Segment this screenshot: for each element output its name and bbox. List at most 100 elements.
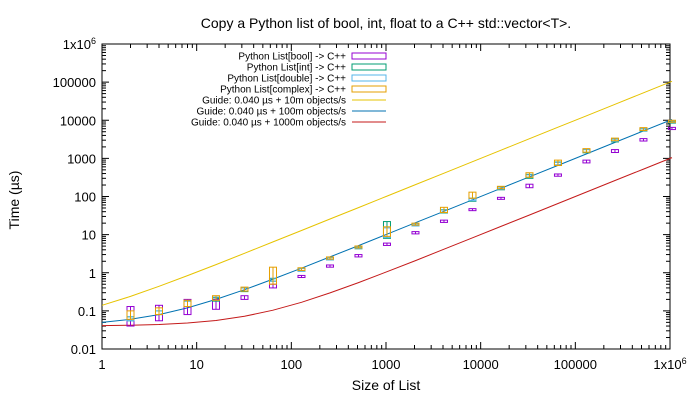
box-marker <box>354 254 363 258</box>
data-box <box>297 267 306 271</box>
box-marker <box>240 295 249 300</box>
box-marker <box>354 245 363 249</box>
box-marker <box>639 127 648 131</box>
x-tick-label-text: 1000 <box>372 357 401 372</box>
x-tick-label: 10 <box>189 357 203 372</box>
box-marker <box>525 172 534 178</box>
data-box <box>667 119 676 123</box>
box-marker <box>154 307 163 316</box>
data-box <box>496 196 505 200</box>
box-marker <box>582 148 591 153</box>
box-marker <box>439 219 448 223</box>
y-tick-label-text: 1 <box>89 266 96 281</box>
data-box <box>382 242 391 246</box>
legend-label: Guide: 0.040 µs + 100m objects/s <box>197 107 346 118</box>
x-tick-label: 10000 <box>463 357 499 372</box>
box-marker <box>297 267 306 271</box>
box-marker <box>297 274 306 279</box>
legend-box-swatch <box>351 63 387 71</box>
box-marker <box>183 299 192 308</box>
legend-label: Guide: 0.040 µs + 10m objects/s <box>202 96 346 107</box>
x-tick-label-text: 10 <box>189 357 203 372</box>
legend: Python List[bool] -> C++Python List[int]… <box>191 52 387 129</box>
box-marker <box>468 208 477 212</box>
data-box <box>553 159 562 167</box>
box-marker <box>211 295 220 301</box>
x-tick-label: 100 <box>280 357 302 372</box>
box-marker <box>582 159 591 164</box>
box-marker <box>553 173 562 177</box>
y-tick-label: 10 <box>82 228 96 243</box>
data-box <box>240 286 249 292</box>
data-box <box>126 310 135 320</box>
data-box <box>411 222 420 226</box>
y-tick-label-text: 100 <box>74 190 96 205</box>
data-boxes <box>126 119 676 327</box>
legend-label: Python List[bool] -> C++ <box>238 52 346 63</box>
data-box <box>439 219 448 223</box>
data-box <box>183 299 192 308</box>
axis-ticks: 1 10 100 1000 10000 100000 1x1060.010.11101001… <box>53 36 687 372</box>
data-box <box>582 148 591 153</box>
guide-line <box>101 157 673 327</box>
x-tick-label: 100000 <box>554 357 597 372</box>
y-tick-label-text: 100000 <box>53 75 96 90</box>
data-box <box>610 149 619 154</box>
data-box <box>211 295 220 301</box>
data-box <box>268 283 277 289</box>
box-marker <box>496 185 505 190</box>
box-marker <box>610 137 619 142</box>
y-axis-label: Time (µs) <box>6 171 22 230</box>
data-box <box>240 295 249 300</box>
x-tick-label: 1000 <box>372 357 401 372</box>
data-box <box>468 191 477 199</box>
y-tick-label-text: 1x10 <box>63 37 91 52</box>
box-marker <box>496 196 505 200</box>
legend-box-swatch <box>351 74 387 82</box>
y-tick-label: 100000 <box>53 75 96 90</box>
data-box <box>468 208 477 212</box>
box-marker <box>411 222 420 226</box>
data-box <box>525 172 534 178</box>
legend-box-swatch <box>351 85 387 93</box>
data-box <box>553 173 562 177</box>
y-tick-label-text: 0.01 <box>71 342 96 357</box>
guide-lines <box>101 80 673 327</box>
x-tick-label: 1 <box>98 357 105 372</box>
box-marker <box>667 119 676 123</box>
data-box <box>610 137 619 142</box>
data-box <box>354 245 363 249</box>
legend-label: Python List[int] -> C++ <box>247 63 346 74</box>
data-box <box>411 231 420 235</box>
y-tick-label-exponent: 6 <box>91 36 96 46</box>
data-box <box>439 206 448 214</box>
y-tick-label: 1 <box>89 266 96 281</box>
x-axis-label: Size of List <box>352 377 421 393</box>
data-box <box>468 198 477 202</box>
box-marker <box>667 126 676 131</box>
y-tick-label: 0.1 <box>78 304 96 319</box>
y-tick-label: 0.01 <box>71 342 96 357</box>
box-marker <box>468 191 477 199</box>
data-box <box>297 274 306 279</box>
legend-label: Python List[complex] -> C++ <box>220 85 346 96</box>
y-tick-label: 1000 <box>67 151 96 166</box>
legend-box-swatch <box>351 52 387 60</box>
box-marker <box>411 231 420 235</box>
box-marker <box>268 266 277 285</box>
y-tick-label-text: 10 <box>82 228 96 243</box>
chart-title: Copy a Python list of bool, int, float t… <box>201 15 571 31</box>
data-box <box>496 185 505 190</box>
data-box <box>639 138 648 142</box>
x-tick-label-text: 100 <box>280 357 302 372</box>
x-tick-label-exponent: 6 <box>682 356 687 366</box>
x-tick-label-text: 100000 <box>554 357 597 372</box>
y-tick-label-text: 0.1 <box>78 304 96 319</box>
box-marker <box>382 242 391 246</box>
x-tick-label: 1x106 <box>653 356 686 372</box>
box-marker <box>639 138 648 142</box>
data-box <box>382 226 391 237</box>
y-tick-label: 100 <box>74 190 96 205</box>
data-box <box>639 127 648 131</box>
